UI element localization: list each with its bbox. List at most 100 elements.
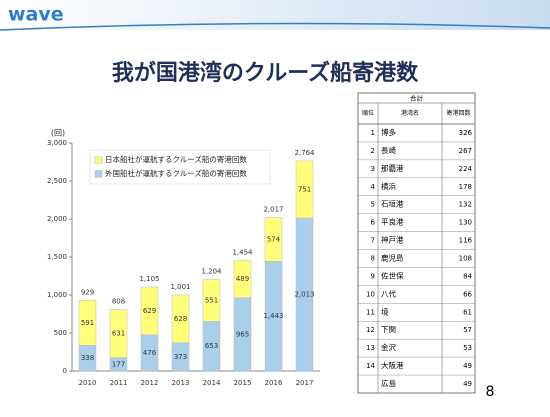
- table-port: 大阪港: [381, 360, 404, 370]
- table-rank: 3: [371, 165, 375, 173]
- table-port: 長崎: [381, 145, 396, 155]
- header-swoosh: [0, 22, 550, 31]
- legend-box: [89, 149, 271, 185]
- x-tick-label: 2010: [79, 379, 97, 387]
- table-count: 84: [463, 272, 472, 280]
- bar-label: 631: [112, 330, 125, 338]
- y-tick-label: 2,500: [47, 177, 67, 185]
- y-unit: (回): [51, 129, 65, 138]
- table-count: 49: [463, 380, 472, 388]
- bar-label: 591: [81, 319, 94, 327]
- table-rank: 2: [371, 147, 375, 155]
- bar-label: 965: [236, 330, 249, 338]
- bar-segment: [171, 294, 190, 343]
- table-count: 66: [463, 290, 472, 298]
- total-label: 2,017: [263, 206, 283, 214]
- logo: wave: [8, 4, 64, 26]
- y-tick-label: 0: [63, 367, 67, 375]
- legend-label: 外国船社が運航するクルーズ船の寄港回数: [105, 168, 247, 178]
- table-port: 石垣港: [381, 199, 404, 209]
- table-count: 108: [459, 255, 472, 263]
- bar-segment: [295, 160, 314, 219]
- bar-label: 574: [267, 236, 281, 244]
- table-count: 61: [463, 308, 472, 316]
- table-rank: 7: [371, 237, 375, 245]
- bar-label: 177: [112, 360, 125, 368]
- bar-label: 653: [205, 342, 218, 350]
- table-count: 116: [459, 237, 473, 245]
- y-tick-label: 3,000: [47, 139, 67, 147]
- x-tick-label: 2012: [141, 379, 159, 387]
- bar-segment: [109, 309, 128, 358]
- bar-segment: [233, 260, 252, 298]
- table-count: 130: [459, 219, 472, 227]
- legend-swatch: [94, 156, 103, 164]
- bar-label: 338: [81, 354, 94, 362]
- bar-label: 489: [236, 275, 249, 283]
- table-count: 57: [463, 326, 472, 334]
- bar-label: 2,013: [294, 291, 314, 299]
- table-header: 順位: [362, 109, 374, 117]
- table-port: 神戸港: [381, 235, 404, 245]
- total-label: 1,105: [139, 275, 159, 283]
- table-count: 53: [463, 344, 472, 352]
- table-rank: 5: [371, 201, 375, 209]
- table-count: 178: [459, 183, 472, 191]
- total-label: 929: [81, 288, 94, 296]
- bar-label: 373: [174, 353, 187, 361]
- table-header: 港湾名: [401, 109, 419, 117]
- table-border: [357, 92, 476, 394]
- table-rank: 13: [366, 344, 375, 352]
- table-rank: 4: [371, 183, 376, 191]
- total-label: 2,764: [294, 149, 315, 157]
- total-label: 808: [112, 298, 125, 306]
- table-count: 49: [463, 362, 472, 370]
- chart: 0 500 1,000 1,500 2,000 2,500 3,000 2010 338 591 9…: [47, 139, 320, 387]
- table-rank: 10: [366, 290, 375, 298]
- total-label: 1,001: [170, 283, 190, 291]
- table-port: 平良港: [381, 217, 404, 227]
- table-port: 博多: [381, 127, 396, 137]
- table-port: 広島: [381, 378, 396, 388]
- bar-segment: [140, 286, 159, 336]
- x-tick-label: 2011: [110, 379, 128, 387]
- table-count: 267: [459, 147, 472, 155]
- page-number: 8: [486, 384, 495, 400]
- x-tick-label: 2014: [203, 379, 221, 387]
- x-tick-label: 2013: [172, 379, 190, 387]
- slide-title: 我が国港湾のクルーズ船寄港数: [112, 60, 419, 86]
- table-port: 横浜: [381, 181, 396, 191]
- table-count: 224: [459, 165, 473, 173]
- table-rank: 12: [366, 326, 375, 334]
- bar-segment: [264, 217, 283, 262]
- bar-label: 1,443: [263, 312, 283, 320]
- table-port: 那覇港: [381, 163, 404, 173]
- table-rank: 11: [366, 308, 375, 316]
- total-label: 1,454: [232, 248, 253, 256]
- table-rank: 14: [366, 362, 375, 370]
- y-tick-label: 500: [54, 329, 67, 337]
- table-port: 金沢: [381, 342, 396, 352]
- legend-label: 日本船社が運航するクルーズ船の寄港回数: [105, 154, 247, 164]
- x-tick-label: 2015: [234, 379, 252, 387]
- bar-label: 629: [143, 307, 156, 315]
- bar-segment: [202, 279, 221, 322]
- table-rank: 1: [371, 129, 375, 137]
- table-port: 八代: [381, 288, 396, 298]
- table-count: 326: [459, 129, 473, 137]
- bar-label: 476: [143, 349, 157, 357]
- y-tick-label: 1,500: [47, 253, 67, 261]
- total-label: 1,204: [201, 267, 222, 275]
- table-port: 境: [381, 306, 389, 316]
- table-rank: 8: [371, 255, 375, 263]
- table-port: 鹿児島: [381, 253, 404, 263]
- table-port: 佐世保: [381, 270, 404, 280]
- table-port: 下関: [381, 325, 396, 334]
- x-tick-label: 2016: [265, 379, 283, 387]
- legend-swatch: [94, 170, 103, 178]
- bar-segment: [78, 300, 97, 346]
- table-count: 132: [459, 201, 472, 209]
- y-tick-label: 2,000: [47, 215, 67, 223]
